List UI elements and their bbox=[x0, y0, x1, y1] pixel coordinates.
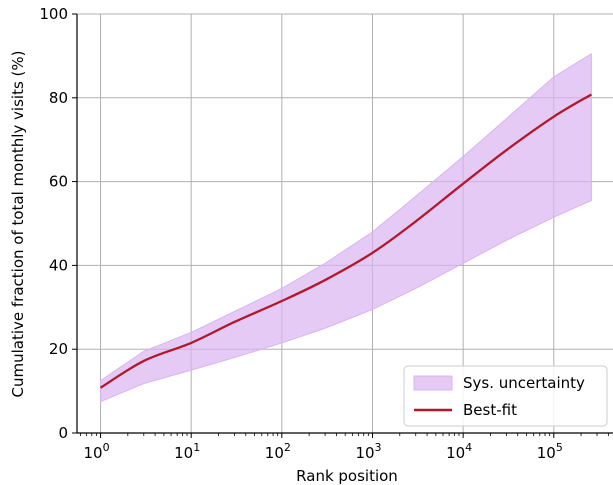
best-fit-line bbox=[99, 93, 592, 389]
x-tick-label: 105 bbox=[537, 441, 563, 462]
x-tick-exponent: 2 bbox=[284, 441, 291, 454]
y-tick-label: 60 bbox=[49, 173, 68, 191]
y-tick-label: 20 bbox=[49, 340, 68, 358]
x-tick-label: 100 bbox=[83, 441, 109, 462]
legend-label-line: Best-fit bbox=[463, 401, 517, 419]
x-tick-label: 103 bbox=[355, 441, 381, 462]
x-tick-exponent: 4 bbox=[465, 441, 472, 454]
x-tick-exponent: 3 bbox=[375, 441, 382, 454]
x-tick-label: 101 bbox=[174, 441, 200, 462]
y-tick-label: 80 bbox=[49, 89, 68, 107]
legend-frame bbox=[403, 365, 608, 427]
y-tick-label: 40 bbox=[49, 256, 68, 274]
uncertainty-band bbox=[100, 52, 592, 403]
x-tick-exponent: 5 bbox=[556, 441, 563, 454]
legend: Sys. uncertainty Best-fit bbox=[403, 365, 608, 427]
x-tick-label: 104 bbox=[446, 441, 472, 462]
y-axis-label: Cumulative fraction of total monthly vis… bbox=[9, 50, 27, 397]
y-tick-label: 0 bbox=[58, 424, 68, 442]
x-axis-label: Rank position bbox=[296, 467, 398, 485]
legend-label-band: Sys. uncertainty bbox=[463, 374, 585, 392]
legend-band-swatch bbox=[413, 375, 453, 391]
plot-data bbox=[99, 52, 592, 403]
x-tick-exponent: 1 bbox=[193, 441, 200, 454]
y-tick-label: 100 bbox=[39, 5, 68, 23]
x-tick-exponent: 0 bbox=[103, 441, 110, 454]
x-tick-label: 102 bbox=[265, 441, 291, 462]
